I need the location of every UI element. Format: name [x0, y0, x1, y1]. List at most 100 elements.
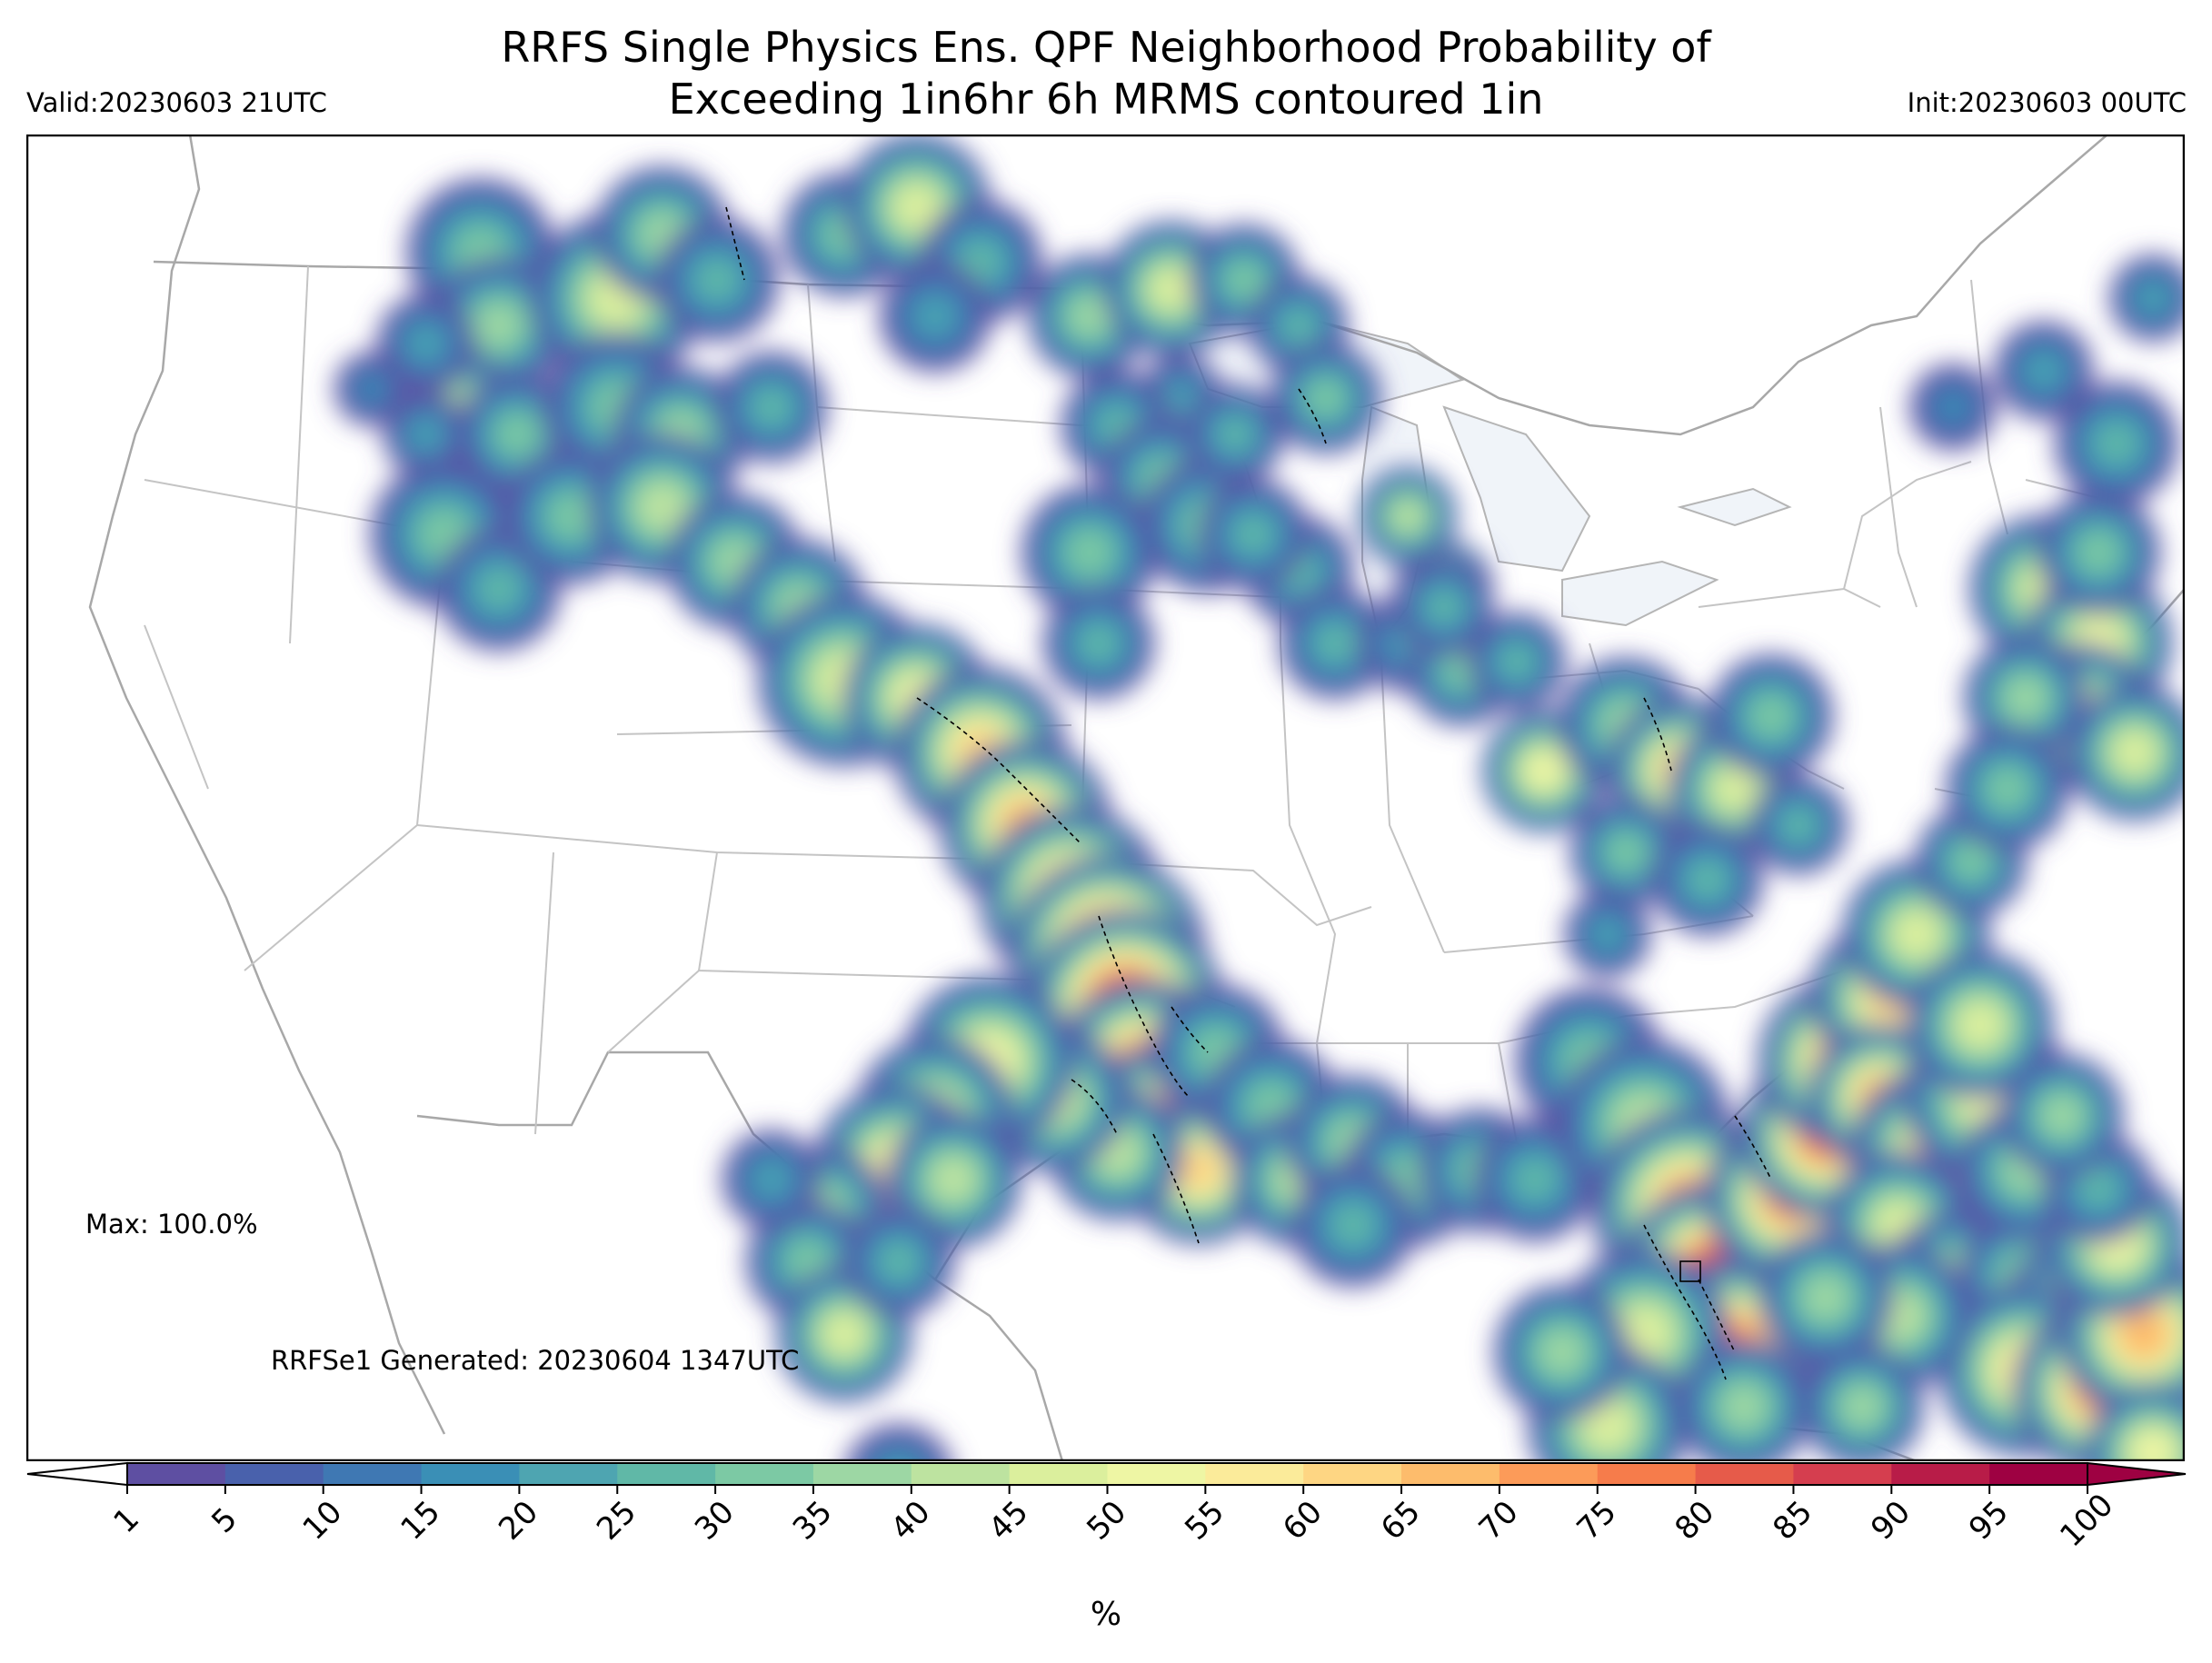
colorbar-tick-label: 25 [590, 1494, 643, 1548]
probability-blob-core [362, 379, 382, 399]
colorbar-cell [127, 1463, 226, 1485]
probability-blob-core [2121, 1311, 2167, 1357]
probability-blob-core [1169, 386, 1192, 410]
colorbar-cell [715, 1463, 814, 1485]
probability-blob-core [1846, 1390, 1878, 1423]
probability-blob-core [2046, 1100, 2078, 1132]
probability-blob-core [1180, 1151, 1218, 1190]
probability-blob-core [1528, 754, 1560, 787]
colorbar-cell [1499, 1463, 1599, 1485]
probability-blob-core [2100, 427, 2133, 460]
probability-blob-core [921, 302, 950, 331]
probability-blob-core [1519, 1163, 1551, 1196]
colorbar-tick-label: 60 [1276, 1494, 1330, 1548]
probability-blob-core [501, 418, 533, 451]
probability-blob-core [2031, 358, 2057, 383]
valid-time-label: Valid:20230603 21UTC [26, 87, 327, 118]
probability-blob-core [1504, 649, 1529, 674]
colorbar-tick-label: 5 [204, 1500, 244, 1540]
colorbar: 1 5 10 15 20 25 30 35 40 45 50 55 60 65 70 75 80 85 90 95 10… [26, 1461, 2187, 1554]
colorbar-cell [323, 1463, 423, 1485]
colorbar-tick-label: 45 [982, 1494, 1036, 1548]
probability-blob-core [1071, 534, 1108, 571]
init-time-label: Init:20230603 00UTC [1907, 87, 2187, 118]
probability-blob-core [1596, 922, 1619, 946]
probability-field [334, 134, 2185, 1461]
probability-blob-core [1544, 1334, 1580, 1370]
probability-blob-core [757, 393, 786, 422]
colorbar-tick-label: 75 [1570, 1494, 1624, 1548]
colorbar-cell [224, 1463, 324, 1485]
probability-blob-core [1786, 812, 1811, 838]
colorbar-tick-label: 10 [296, 1494, 350, 1548]
probability-blob-core [1961, 1006, 1999, 1044]
probability-blob-core [2009, 682, 2042, 714]
max-value-label: Max: 100.0% [85, 1209, 258, 1240]
probability-blob-core [1941, 395, 1965, 419]
colorbar-tick-label: 70 [1472, 1494, 1526, 1548]
probability-blob-core [1726, 1389, 1762, 1425]
colorbar-cell [1401, 1463, 1500, 1485]
colorbar-cell [519, 1463, 618, 1485]
probability-blob-core [1286, 313, 1311, 338]
chart-title-line-2: Exceeding 1in6hr 6h MRMS contoured 1in [668, 75, 1544, 124]
probability-map [26, 134, 2185, 1461]
probability-blob-core [1611, 838, 1640, 867]
colorbar-tick-label: 35 [786, 1494, 840, 1548]
probability-blob-core [414, 423, 438, 446]
probability-blob-core [2084, 1174, 2113, 1203]
colorbar-tick-label: 65 [1374, 1494, 1428, 1548]
colorbar-cell [1891, 1463, 1990, 1485]
colorbar-tick-label: 15 [394, 1494, 447, 1548]
colorbar-cell [1793, 1463, 1892, 1485]
probability-blob-core [553, 498, 590, 534]
probability-blob-core [1084, 629, 1113, 658]
colorbar-tick-label: 90 [1864, 1494, 1918, 1548]
probability-blob-core [1320, 629, 1350, 658]
probability-blob-core [2135, 1434, 2171, 1461]
probability-blob-core [2082, 536, 2115, 569]
probability-blob-core [701, 264, 733, 296]
probability-blob-core [1755, 700, 1788, 732]
probability-blob-core [1808, 1280, 1844, 1316]
colorbar-cell [617, 1463, 716, 1485]
chart-title-line-1: RRFS Single Physics Ens. QPF Neighborhoo… [501, 23, 1711, 72]
colorbar-cell [1597, 1463, 1697, 1485]
probability-blob-core [1621, 1311, 1667, 1357]
generated-label: RRFSe1 Generated: 20230604 1347UTC [271, 1345, 800, 1376]
colorbar-tick-label: 1 [106, 1500, 146, 1540]
probability-blob-core [1230, 265, 1259, 294]
colorbar-cell [1695, 1463, 1794, 1485]
probability-blob-core [414, 331, 439, 356]
colorbar-tick-label: 50 [1080, 1494, 1133, 1548]
probability-blob-core [826, 1316, 862, 1352]
probability-blob-core [643, 488, 682, 526]
colorbar-tick-label: 85 [1766, 1494, 1819, 1548]
probability-blob-core [483, 573, 515, 605]
colorbar-tick-label: 55 [1178, 1494, 1231, 1548]
probability-blob-core [1153, 271, 1190, 307]
colorbar-tick-label: 40 [884, 1494, 938, 1548]
probability-blob-core [1693, 865, 1722, 894]
probability-blob-core [1337, 1209, 1370, 1241]
probability-blob-core [481, 307, 517, 344]
probability-blob-core [1311, 383, 1340, 413]
probability-blob [868, 1443, 930, 1461]
colorbar-extend-max [2087, 1461, 2187, 1487]
mrms-1in-contours [725, 206, 1772, 1380]
colorbar-cell [812, 1463, 912, 1485]
probability-blob-core [1222, 422, 1248, 447]
colorbar-cell [1989, 1463, 2088, 1485]
probability-blob-core [792, 1245, 824, 1278]
probability-blob-core [1991, 772, 2024, 805]
colorbar-tick-label: 30 [688, 1494, 742, 1548]
colorbar-cell [1205, 1463, 1304, 1485]
probability-blob-core [935, 1161, 971, 1198]
colorbar-tick-label: 80 [1668, 1494, 1721, 1548]
probability-blob-core [1395, 503, 1420, 529]
colorbar-unit-label: % [1090, 1596, 1122, 1633]
probability-blob-core [898, 188, 936, 226]
probability-blob-core [425, 515, 463, 553]
probability-blob-core [759, 1167, 784, 1192]
colorbar-cell [421, 1463, 520, 1485]
